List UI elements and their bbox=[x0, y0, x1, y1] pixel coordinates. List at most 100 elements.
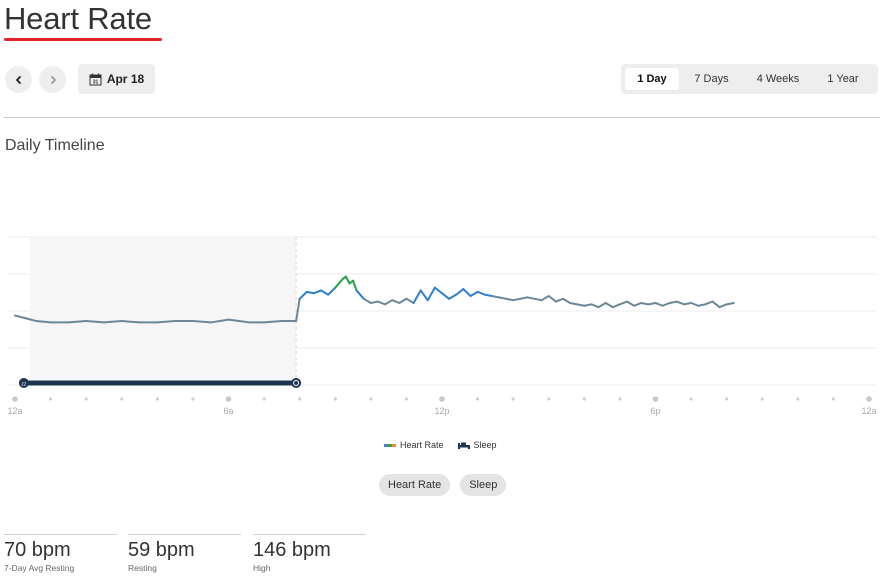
x-axis-minor-tick bbox=[84, 397, 88, 401]
heart-rate-line-segment bbox=[618, 300, 629, 306]
x-axis-minor-tick bbox=[333, 397, 337, 401]
heart-rate-chart: zz 12a 6a 12p 6p 12a bbox=[7, 236, 877, 416]
heart-rate-line-segment bbox=[526, 296, 536, 300]
heart-rate-line-segment bbox=[533, 297, 543, 302]
heart-rate-line-segment bbox=[647, 301, 657, 306]
stat-value: 146 bpm bbox=[253, 539, 331, 561]
x-axis-major-tick bbox=[225, 396, 232, 402]
x-axis-major-tick bbox=[439, 396, 445, 402]
x-axis-minor-tick bbox=[760, 397, 764, 401]
tab-4-weeks[interactable]: 4 Weeks bbox=[756, 73, 800, 85]
wake-clock-icon bbox=[293, 380, 300, 386]
heart-rate-line-segment bbox=[540, 295, 550, 302]
sleep-shaded-region bbox=[29, 237, 297, 385]
heart-rate-line-segment bbox=[405, 297, 415, 304]
x-axis-major-tick bbox=[652, 396, 659, 402]
heart-rate-line-segment bbox=[483, 293, 493, 298]
x-axis-minor-tick bbox=[475, 397, 480, 401]
tab-1-year[interactable]: 1 Year bbox=[827, 73, 859, 85]
x-axis-tick-label: 6p bbox=[650, 406, 660, 416]
sleep-start-icon bbox=[18, 378, 29, 388]
heart-rate-line-segment bbox=[569, 301, 579, 306]
x-axis-minor-tick bbox=[369, 397, 373, 401]
heart-rate-line-segment bbox=[352, 279, 358, 292]
chart-filters: Heart Rate Sleep bbox=[379, 474, 507, 496]
calendar-icon: 31 bbox=[89, 73, 102, 85]
heart-rate-line-segment bbox=[597, 301, 607, 309]
heart-rate-line-segment bbox=[633, 301, 643, 307]
section-title: Daily Timeline bbox=[5, 137, 105, 154]
heart-rate-line-segment bbox=[604, 301, 614, 309]
heart-rate-line-segment bbox=[697, 303, 707, 307]
section-divider bbox=[4, 117, 880, 118]
heart-rate-swatch bbox=[384, 443, 396, 447]
x-axis-major-tick bbox=[12, 396, 18, 402]
stat-7-day-avg-resting: 70 bpm 7-Day Avg Resting bbox=[4, 534, 117, 578]
stat-value: 70 bpm bbox=[4, 539, 71, 561]
heart-rate-line-segment bbox=[156, 320, 177, 324]
heart-rate-line-segment bbox=[519, 296, 529, 300]
heart-rate-line-segment bbox=[476, 290, 486, 296]
heart-rate-line-segment bbox=[355, 289, 365, 300]
x-axis-minor-tick bbox=[120, 397, 124, 401]
heart-rate-line-segment bbox=[426, 286, 436, 302]
next-day-button[interactable] bbox=[39, 66, 66, 93]
heart-rate-line-segment bbox=[362, 297, 372, 304]
heart-rate-filter-button[interactable]: Heart Rate bbox=[379, 474, 451, 496]
x-axis-minor-tick bbox=[689, 397, 693, 401]
x-axis-minor-tick bbox=[48, 397, 53, 401]
heart-rate-line-segment bbox=[590, 303, 600, 309]
stat-high: 146 bpm High bbox=[253, 534, 366, 578]
x-axis-major-tick bbox=[866, 396, 872, 402]
heart-rate-line-segment bbox=[654, 301, 664, 307]
heart-rate-line-segment bbox=[305, 290, 315, 295]
x-axis-minor-tick bbox=[511, 397, 515, 401]
stat-label: Resting bbox=[128, 563, 157, 573]
heart-rate-line-segment bbox=[448, 293, 458, 300]
heart-rate-line-segment bbox=[640, 301, 650, 306]
heart-rate-line-segment bbox=[725, 301, 735, 306]
heart-rate-line-segment bbox=[35, 320, 52, 324]
heart-rate-line-segment bbox=[209, 318, 230, 324]
sleep-end-icon bbox=[291, 378, 302, 388]
date-label: Apr 18 bbox=[106, 72, 145, 86]
heart-rate-line-segment bbox=[102, 320, 123, 324]
heart-rate-line-segment bbox=[469, 290, 479, 298]
heart-rate-line-segment bbox=[441, 292, 451, 300]
x-axis-minor-tick bbox=[404, 397, 409, 401]
heart-rate-line-segment bbox=[14, 314, 27, 320]
heart-rate-line-segment bbox=[85, 320, 105, 324]
chart-legend: Heart Rate Sleep bbox=[384, 440, 497, 450]
heart-rate-line-segment bbox=[120, 320, 141, 324]
heart-rate-line-segment bbox=[462, 288, 472, 298]
heart-rate-line-segment bbox=[391, 299, 401, 304]
legend-sleep: Sleep bbox=[457, 440, 497, 450]
sleep-zz-icon: zz bbox=[21, 382, 27, 388]
heart-rate-line-segment bbox=[320, 289, 330, 296]
tab-7-days[interactable]: 7 Days bbox=[694, 73, 729, 85]
heart-rate-line-segment bbox=[561, 297, 572, 304]
title-underline bbox=[4, 38, 162, 41]
heart-rate-line-segment bbox=[344, 275, 351, 285]
sleep-filter-button[interactable]: Sleep bbox=[460, 474, 507, 496]
heart-rate-line-segment bbox=[505, 297, 515, 302]
heart-rate-line-segment bbox=[661, 301, 671, 307]
heart-rate-line-segment bbox=[376, 300, 387, 306]
heart-rate-line-segment bbox=[67, 320, 88, 324]
previous-day-button[interactable] bbox=[5, 66, 32, 93]
date-picker-button[interactable]: 31 Apr 18 bbox=[78, 64, 155, 94]
heart-rate-line-segment bbox=[718, 303, 728, 309]
heart-rate-line-segment bbox=[690, 301, 700, 307]
heart-rate-line-segment bbox=[711, 300, 721, 309]
range-selector: 1 Day 7 Days 4 Weeks 1 Year bbox=[621, 64, 878, 94]
heart-rate-line-segment bbox=[554, 297, 564, 303]
heart-rate-line-segment bbox=[626, 300, 636, 307]
x-axis-minor-tick bbox=[298, 397, 302, 401]
tab-1-day[interactable]: 1 Day bbox=[625, 68, 679, 90]
x-axis-minor-tick bbox=[155, 397, 159, 401]
x-axis-minor-tick bbox=[796, 397, 800, 401]
legend-heart-rate-label: Heart Rate bbox=[400, 440, 444, 450]
heart-rate-line-segment bbox=[238, 320, 251, 324]
svg-text:31: 31 bbox=[93, 79, 99, 85]
